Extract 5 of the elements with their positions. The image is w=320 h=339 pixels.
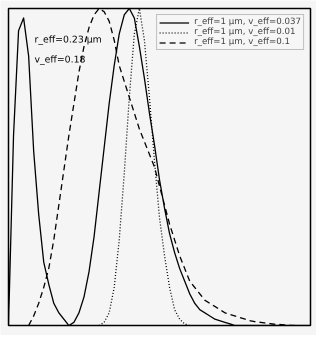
legend-label: r_eff=1 μm, v_eff=0.01 (194, 27, 296, 37)
annotation: r_eff=0.23 μm (34, 34, 102, 46)
legend-label: r_eff=1 μm, v_eff=0.1 (194, 37, 290, 47)
annotation: v_eff=0.18 (34, 54, 86, 66)
legend-label: r_eff=1 μm, v_eff=0.037 (194, 17, 301, 27)
